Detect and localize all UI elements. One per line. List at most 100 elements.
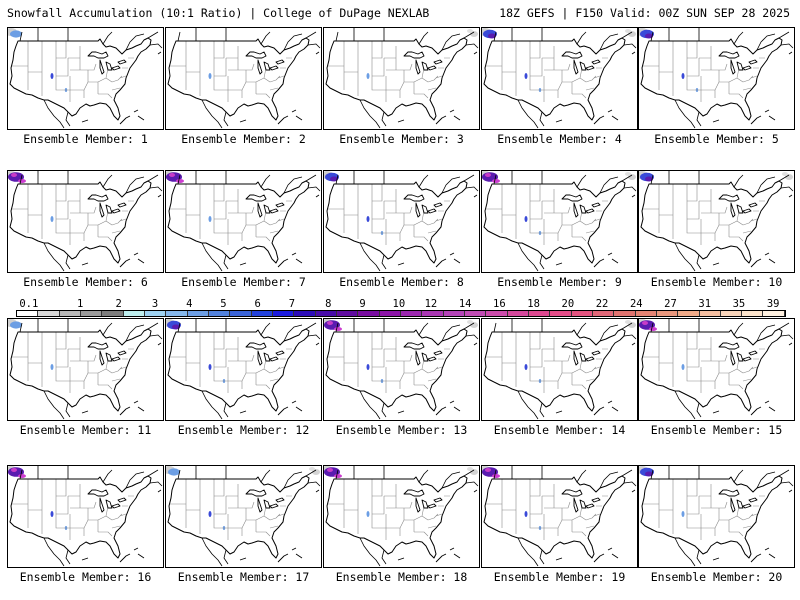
islands (712, 489, 793, 563)
snow-area (168, 468, 180, 476)
panel-caption: Ensemble Member: 1 (23, 132, 148, 146)
snowfall-nw (8, 28, 22, 38)
us-coastline (9, 37, 152, 121)
us-coastline (483, 328, 626, 412)
great-lakes (718, 194, 758, 218)
great-lakes (87, 194, 127, 218)
snow-area (366, 511, 370, 517)
snow-area (50, 511, 54, 517)
snowfall-nw (8, 319, 22, 329)
state-borders (643, 332, 765, 393)
canada-lines (335, 171, 479, 194)
legend-label: 27 (664, 298, 677, 310)
snowfall-ne (467, 29, 478, 37)
snow-area (492, 474, 500, 478)
canada-lines (335, 28, 479, 51)
snow-area (366, 364, 370, 370)
map (481, 170, 638, 273)
legend-label: 4 (186, 298, 193, 310)
us-map (324, 466, 479, 567)
canada-lines (650, 171, 794, 194)
panel-caption: Ensemble Member: 15 (650, 423, 783, 437)
snow-area (485, 468, 491, 472)
map (165, 318, 322, 421)
mexico-lines (517, 390, 545, 420)
snowfall-rockies (366, 73, 370, 79)
snow-area (176, 179, 184, 183)
ensemble-member-panel: Ensemble Member: 5 (638, 27, 795, 146)
state-borders (170, 332, 292, 393)
legend-swatch (17, 311, 39, 316)
snowfall-nw (166, 171, 184, 183)
state-borders (170, 41, 292, 102)
state-borders (486, 41, 608, 102)
mexico-lines (674, 242, 702, 272)
legend-swatch (699, 311, 721, 316)
state-borders (170, 184, 292, 245)
snowfall-legend: 0.1 1 2 3 4 5 6 7 8 9 10 12 14 16 18 20 22 24 27 31 35 39 (16, 298, 786, 318)
islands (397, 342, 478, 416)
mexico-lines (517, 242, 545, 272)
us-map (482, 28, 637, 129)
snow-area (10, 30, 22, 38)
islands (81, 51, 162, 125)
canada-lines (19, 28, 163, 51)
map (638, 27, 795, 130)
snowfall-nw (639, 28, 654, 39)
ensemble-member-panel: Ensemble Member: 11 (7, 318, 164, 437)
legend-label: 7 (288, 298, 296, 310)
panel-caption: Ensemble Member: 12 (177, 423, 310, 437)
us-map (639, 28, 794, 129)
legend-swatch (230, 311, 252, 316)
ensemble-member-panel: Ensemble Member: 16 (7, 465, 164, 584)
panel-caption: Ensemble Member: 18 (335, 570, 468, 584)
map (7, 27, 164, 130)
snow-area (681, 73, 685, 79)
snow-area (11, 468, 17, 472)
snowfall-ne (309, 467, 320, 475)
snow-area (492, 179, 500, 183)
great-lakes (245, 51, 285, 75)
great-lakes (87, 342, 127, 366)
ensemble-member-panel: Ensemble Member: 1 (7, 27, 164, 146)
state-borders (486, 332, 608, 393)
ensemble-member-panel: Ensemble Member: 3 (323, 27, 480, 146)
snow-area (50, 216, 54, 222)
us-coastline (167, 475, 310, 559)
canada-lines (335, 466, 479, 489)
snow-area (334, 327, 342, 331)
snow-area (488, 33, 496, 39)
us-map (639, 466, 794, 567)
legend-swatch (123, 311, 145, 316)
us-coastline (325, 37, 468, 121)
us-map (639, 171, 794, 272)
map (7, 465, 164, 568)
us-coastline (640, 475, 783, 559)
legend-label: 12 (424, 298, 438, 310)
snow-area (208, 216, 212, 222)
us-coastline (640, 180, 783, 264)
us-map (483, 319, 637, 420)
ensemble-member-panel: Ensemble Member: 10 (638, 170, 795, 289)
snow-area (470, 31, 478, 37)
legend-label: 31 (698, 298, 712, 310)
mexico-lines (43, 537, 71, 567)
us-coastline (9, 475, 152, 559)
snowfall-rockies (524, 73, 542, 92)
mexico-lines (359, 242, 387, 272)
legend-label: 9 (359, 298, 366, 310)
snow-area (366, 73, 370, 79)
snow-area (50, 364, 54, 370)
us-map (324, 319, 479, 420)
snowfall-nw (324, 319, 342, 331)
map (638, 170, 795, 273)
islands (555, 342, 636, 416)
us-coastline (325, 328, 468, 412)
canada-lines (650, 28, 794, 51)
us-map (166, 171, 321, 272)
great-lakes (718, 51, 758, 75)
snow-area (208, 511, 212, 517)
ensemble-member-panel: Ensemble Member: 12 (165, 318, 322, 437)
panel-caption: Ensemble Member: 20 (650, 570, 783, 584)
snow-area (18, 179, 26, 183)
